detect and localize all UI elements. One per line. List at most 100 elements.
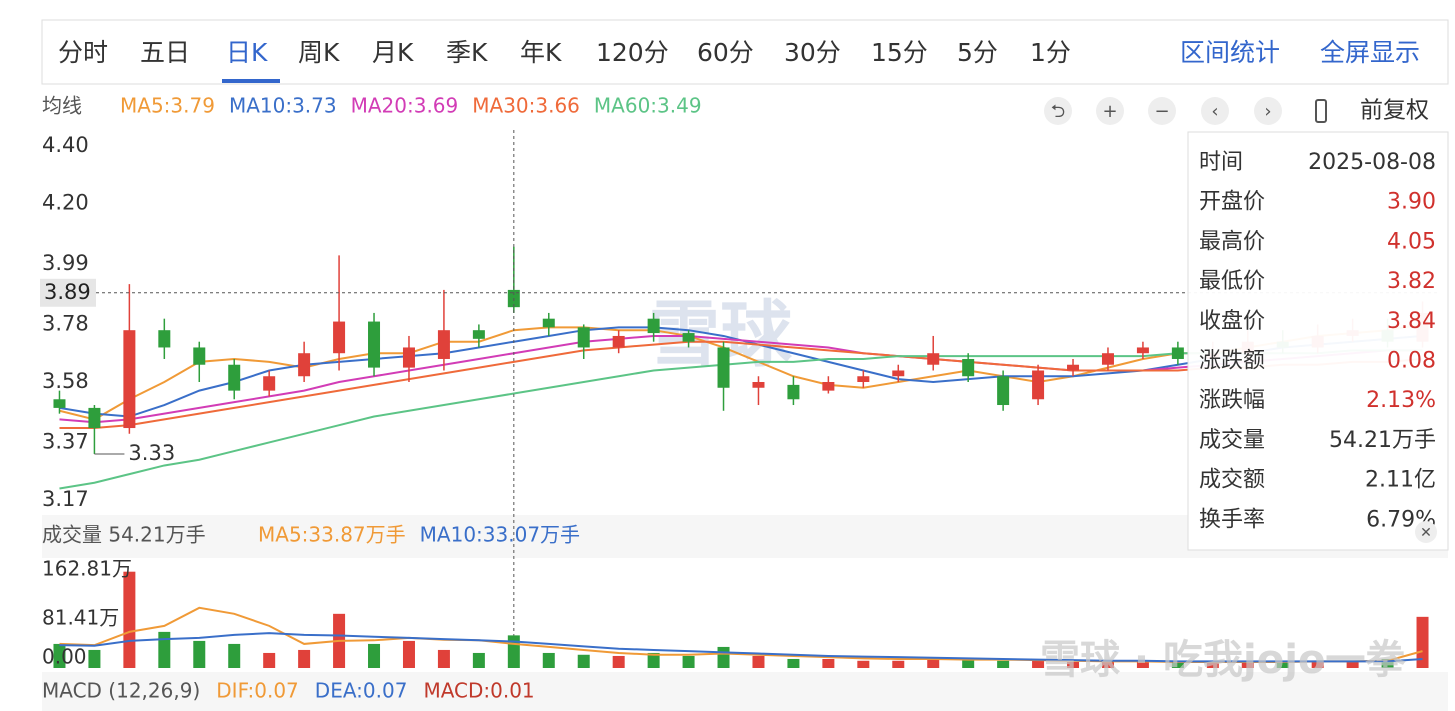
tooltip-value: 2.11亿 <box>1365 468 1436 493</box>
volume-tick-label: 0.00 <box>42 645 87 669</box>
candle-body <box>53 399 66 408</box>
volume-bar <box>962 659 975 668</box>
volume-bar <box>368 643 381 668</box>
candle-body <box>298 353 311 377</box>
crosshair-label-box <box>40 278 96 307</box>
tab[interactable]: 5分 <box>957 38 998 67</box>
tab[interactable]: 分时 <box>58 38 108 67</box>
y-tick-label: 3.78 <box>42 311 89 335</box>
candle-body <box>1136 347 1149 354</box>
toolbar-link[interactable]: 区间统计 <box>1180 38 1280 67</box>
toolbar-link[interactable]: 全屏显示 <box>1320 38 1420 67</box>
tooltip-close[interactable] <box>1415 521 1437 543</box>
crosshair-label: 3.89 <box>44 280 91 304</box>
tooltip-close-glyph[interactable]: ✕ <box>1420 525 1432 541</box>
candle-body <box>752 382 765 388</box>
candle-body <box>822 382 835 391</box>
tab[interactable]: 15分 <box>871 38 928 67</box>
legend-entry: MA60:3.49 <box>594 94 702 118</box>
tooltip-label: 开盘价 <box>1199 190 1265 215</box>
volume-bar <box>1067 661 1080 668</box>
volume-bar <box>263 652 276 668</box>
adjust-button[interactable]: 前复权 <box>1360 98 1429 124</box>
candle-body <box>787 384 800 400</box>
volume-bar <box>892 660 905 668</box>
macd-legend: DEA:0.07 <box>315 679 408 703</box>
tooltip-label: 成交量 <box>1199 428 1265 453</box>
tab[interactable]: 120分 <box>596 38 669 67</box>
tooltip-box <box>1187 131 1449 551</box>
tab[interactable]: 年K <box>520 38 562 67</box>
volume-bar <box>437 649 450 668</box>
legend-entry: MA5:33.87万手 <box>258 523 406 547</box>
tab[interactable]: 1分 <box>1030 38 1071 67</box>
tooltip-label: 收盘价 <box>1199 309 1265 334</box>
y-tick-label: 3.99 <box>42 251 89 275</box>
candle-body <box>647 318 660 334</box>
min-label: 3.33 <box>128 441 175 465</box>
tab[interactable]: 日K <box>226 38 268 67</box>
volume-bar <box>1206 661 1219 668</box>
candle-body <box>1101 353 1114 365</box>
tab[interactable]: 60分 <box>697 38 754 67</box>
volume-bar <box>752 655 765 668</box>
volume-tick-label: 162.81万 <box>42 557 132 581</box>
candle-body <box>962 358 975 377</box>
icon-button[interactable] <box>1254 97 1282 125</box>
candle-body <box>1171 347 1184 359</box>
volume-tick-label: 81.41万 <box>42 605 119 629</box>
candle-body <box>717 347 730 388</box>
tooltip-value: 3.82 <box>1387 269 1436 294</box>
volume-bar <box>88 649 101 668</box>
legend-entry: MA10:3.73 <box>229 94 337 118</box>
icon-button[interactable] <box>1044 97 1072 125</box>
volume-bar <box>1416 616 1429 668</box>
tooltip-value: 3.90 <box>1387 190 1436 215</box>
icon-button[interactable] <box>1201 97 1229 125</box>
candle-body <box>927 353 940 365</box>
volume-bar <box>822 658 835 668</box>
volume-bar <box>612 655 625 668</box>
icon-button[interactable] <box>1315 99 1327 123</box>
tooltip-label: 涨跌幅 <box>1199 388 1265 413</box>
macd-legend: MACD (12,26,9) <box>42 679 200 703</box>
y-tick-label: 3.17 <box>42 487 89 511</box>
candle-body <box>682 333 695 342</box>
candle-body <box>612 335 625 348</box>
y-tick-label: 4.40 <box>42 133 89 157</box>
macd-legend: MACD:0.01 <box>423 679 534 703</box>
tooltip-label: 时间 <box>1199 150 1243 175</box>
tab[interactable]: 30分 <box>784 38 841 67</box>
tooltip-value: 3.84 <box>1387 309 1436 334</box>
candle-body <box>577 327 590 348</box>
icon-glyph: + <box>1102 101 1117 122</box>
volume-bar <box>1241 661 1254 668</box>
volume-bar <box>1101 661 1114 668</box>
icon-glyph: ⮌ <box>1051 101 1065 122</box>
icon-glyph: › <box>1264 101 1271 122</box>
icon-button[interactable] <box>1096 97 1124 125</box>
tab[interactable]: 五日 <box>140 38 190 67</box>
volume-bar <box>1311 660 1324 668</box>
candle-body <box>368 321 381 368</box>
candle-body <box>997 376 1010 406</box>
tab[interactable]: 季K <box>446 38 488 67</box>
tooltip-label: 涨跌额 <box>1199 349 1265 374</box>
volume-bar <box>472 652 485 668</box>
tooltip-label: 换手率 <box>1199 507 1265 532</box>
icon-button[interactable] <box>1148 97 1176 125</box>
candle-body <box>263 376 276 391</box>
candle-body <box>472 330 485 339</box>
tooltip-label: 成交额 <box>1199 468 1265 493</box>
volume-bar <box>717 646 730 668</box>
macd-legend: DIF:0.07 <box>216 679 299 703</box>
tooltip-value: 4.05 <box>1387 229 1436 254</box>
volume-bar <box>1136 661 1149 668</box>
tooltip-value: 2.13% <box>1366 388 1436 413</box>
candle-body <box>857 376 870 382</box>
candle-body <box>1067 364 1080 371</box>
y-tick-label: 3.37 <box>42 429 89 453</box>
tab[interactable]: 周K <box>298 38 340 67</box>
tab[interactable]: 月K <box>372 38 414 67</box>
